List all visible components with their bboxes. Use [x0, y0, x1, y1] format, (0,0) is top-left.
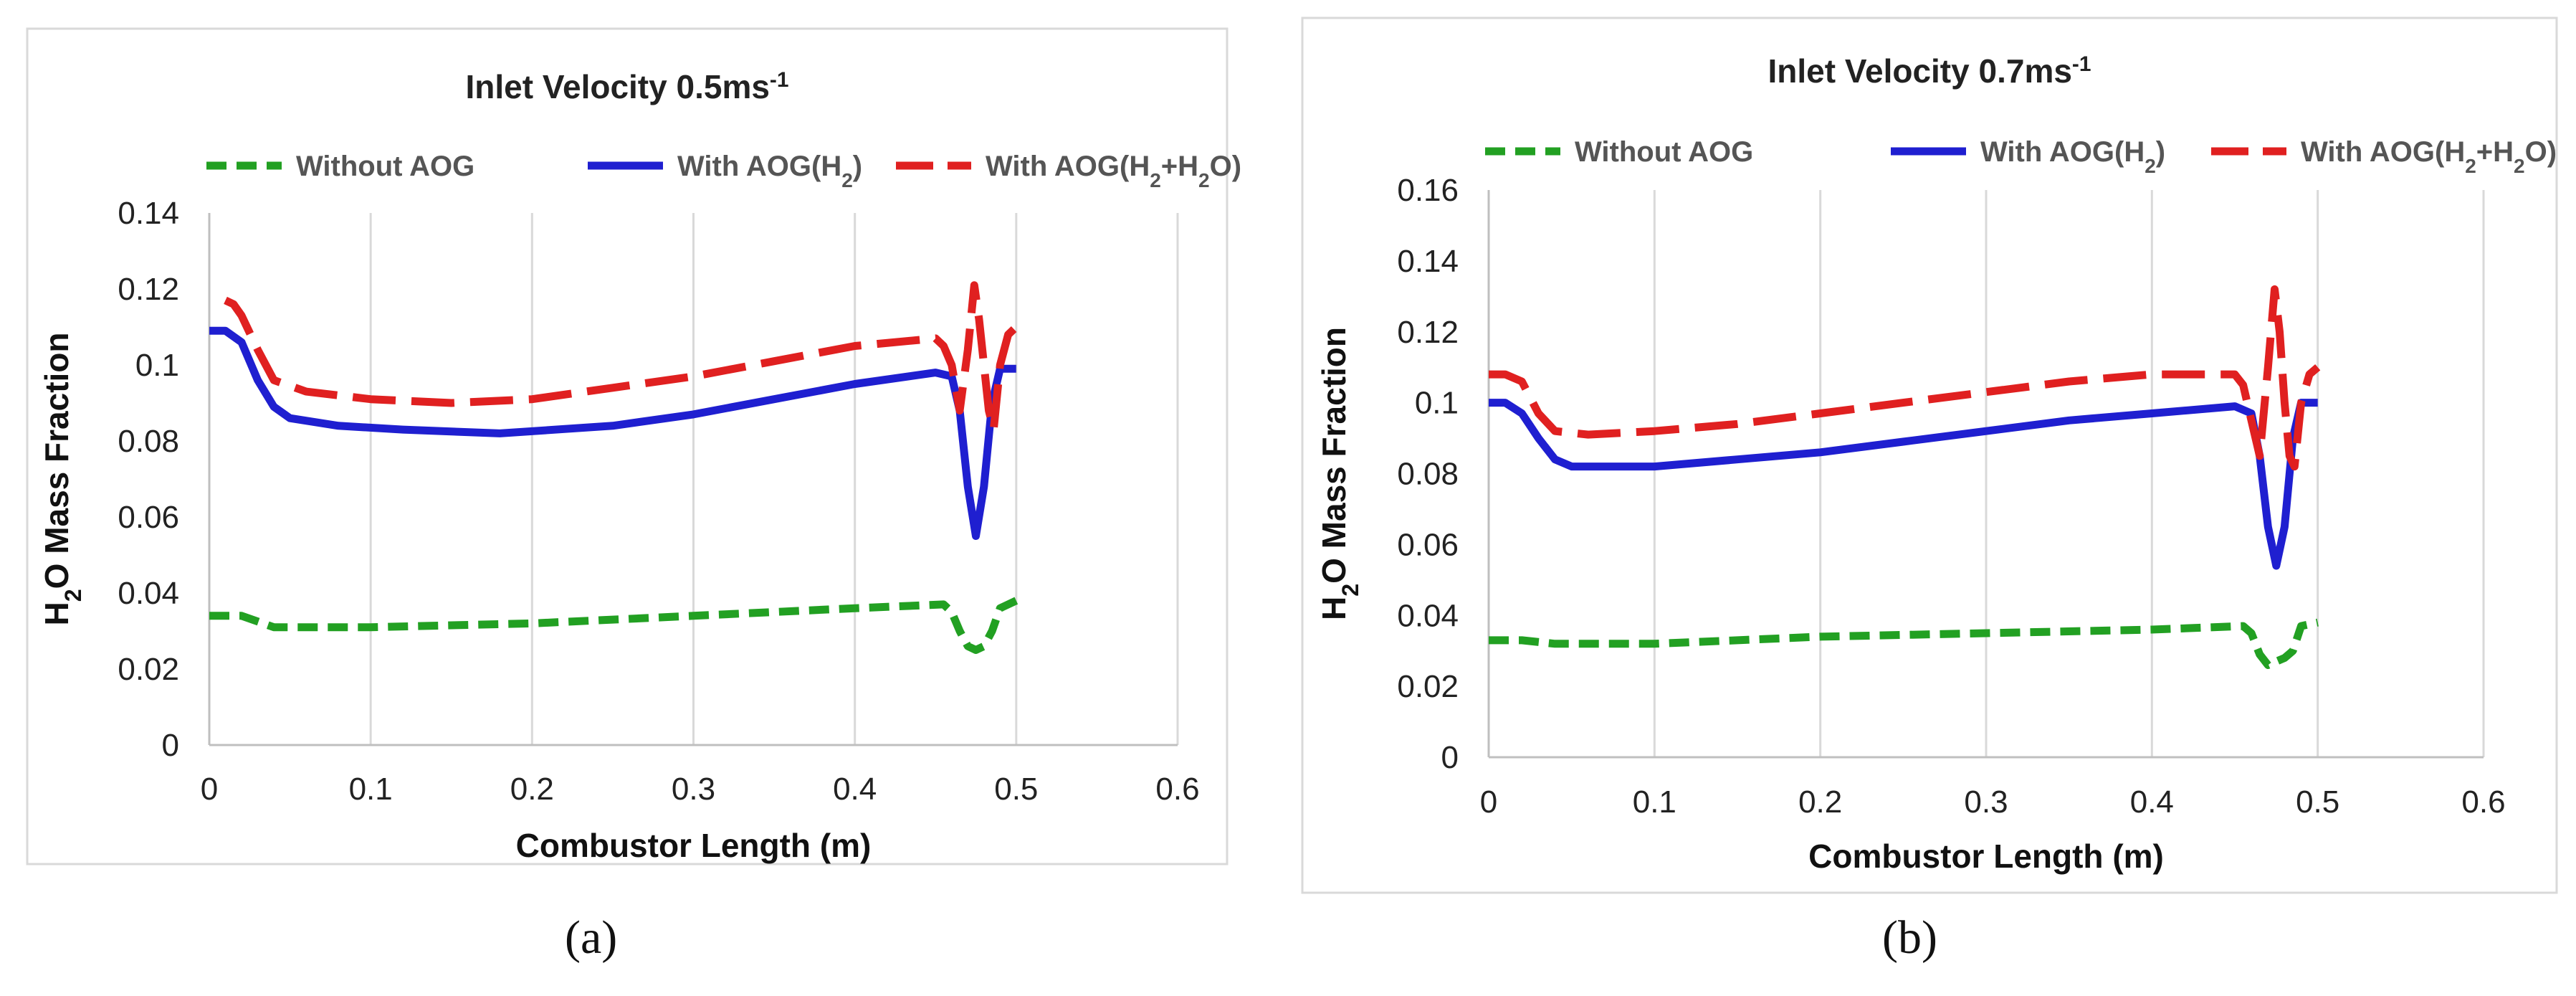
- x-tick-label: 0.4: [2130, 784, 2174, 820]
- x-tick-label: 0: [1480, 784, 1497, 820]
- x-tick-label: 0: [201, 772, 218, 807]
- x-tick-label: 0.1: [349, 772, 393, 807]
- x-tick-label: 0.3: [672, 772, 715, 807]
- y-axis-label: H2O Mass Fraction: [1315, 327, 1363, 620]
- y-axis-label: H2O Mass Fraction: [38, 332, 86, 625]
- x-tick-label: 0.3: [1964, 784, 2008, 820]
- x-tick-label: 0.4: [833, 772, 877, 807]
- caption-b: (b): [1882, 911, 1937, 964]
- chart-a: 0 0.1 0.2 0.3 0.4 0.5 0.6 0 0.02 0.04 0.06 0.08 0.1 0…: [26, 27, 1241, 865]
- series-line-1: [1489, 618, 2319, 669]
- x-tick-label: 0.5: [2296, 784, 2339, 820]
- y-tick-label: 0: [1441, 740, 1459, 775]
- series-line-3: [1489, 285, 2321, 471]
- x-tick-label: 0.5: [994, 772, 1038, 807]
- series-line-3: [224, 281, 1019, 434]
- chart-frame: [1301, 16, 2558, 894]
- series-line-2: [1489, 399, 2318, 570]
- x-tick-label: 0.6: [1155, 772, 1199, 807]
- x-axis-label: Combustor Length (m): [516, 827, 872, 864]
- y-tick-label: 0.16: [1397, 173, 1459, 208]
- y-tick-label: 0.06: [1397, 527, 1459, 562]
- legend-label-3: With AOG(H2+H2O): [986, 151, 1241, 191]
- legend-label-3: With AOG(H2+H2O): [2301, 136, 2557, 177]
- chart-b: 0 0.1 0.2 0.3 0.4 0.5 0.6 0 0.02 0.04 0.06 0.08 0.1 0…: [1301, 16, 2558, 894]
- y-tick-label: 0.08: [1397, 457, 1459, 492]
- y-tick-label: 0.06: [118, 500, 179, 535]
- y-tick-label: 0.02: [118, 652, 179, 687]
- y-tick-label: 0: [162, 728, 179, 763]
- y-tick-label: 0.12: [118, 272, 179, 307]
- legend-label-1: Without AOG: [296, 151, 474, 182]
- legend-label-1: Without AOG: [1575, 136, 1753, 168]
- caption-a: (a): [565, 911, 618, 964]
- series-line-2: [209, 326, 1016, 540]
- x-tick-label: 0.2: [1798, 784, 1842, 820]
- y-tick-label: 0.14: [118, 196, 179, 231]
- y-tick-label: 0.04: [118, 576, 179, 611]
- y-tick-label: 0.1: [1415, 386, 1459, 421]
- x-axis-label: Combustor Length (m): [1808, 838, 2164, 875]
- y-tick-label: 0.1: [135, 348, 179, 383]
- legend-label-2: With AOG(H2): [1980, 136, 2165, 177]
- legend-label-2: With AOG(H2): [677, 151, 862, 191]
- x-tick-label: 0.1: [1633, 784, 1676, 820]
- series-line-1: [209, 597, 1019, 654]
- y-tick-label: 0.04: [1397, 598, 1459, 633]
- y-tick-label: 0.12: [1397, 315, 1459, 350]
- x-tick-label: 0.6: [2461, 784, 2505, 820]
- chart-title: Inlet Velocity 0.5ms-1: [466, 68, 789, 106]
- y-tick-label: 0.02: [1397, 669, 1459, 704]
- y-tick-label: 0.14: [1397, 244, 1459, 279]
- y-tick-label: 0.08: [118, 424, 179, 459]
- x-tick-label: 0.2: [510, 772, 554, 807]
- chart-title: Inlet Velocity 0.7ms-1: [1768, 52, 2091, 90]
